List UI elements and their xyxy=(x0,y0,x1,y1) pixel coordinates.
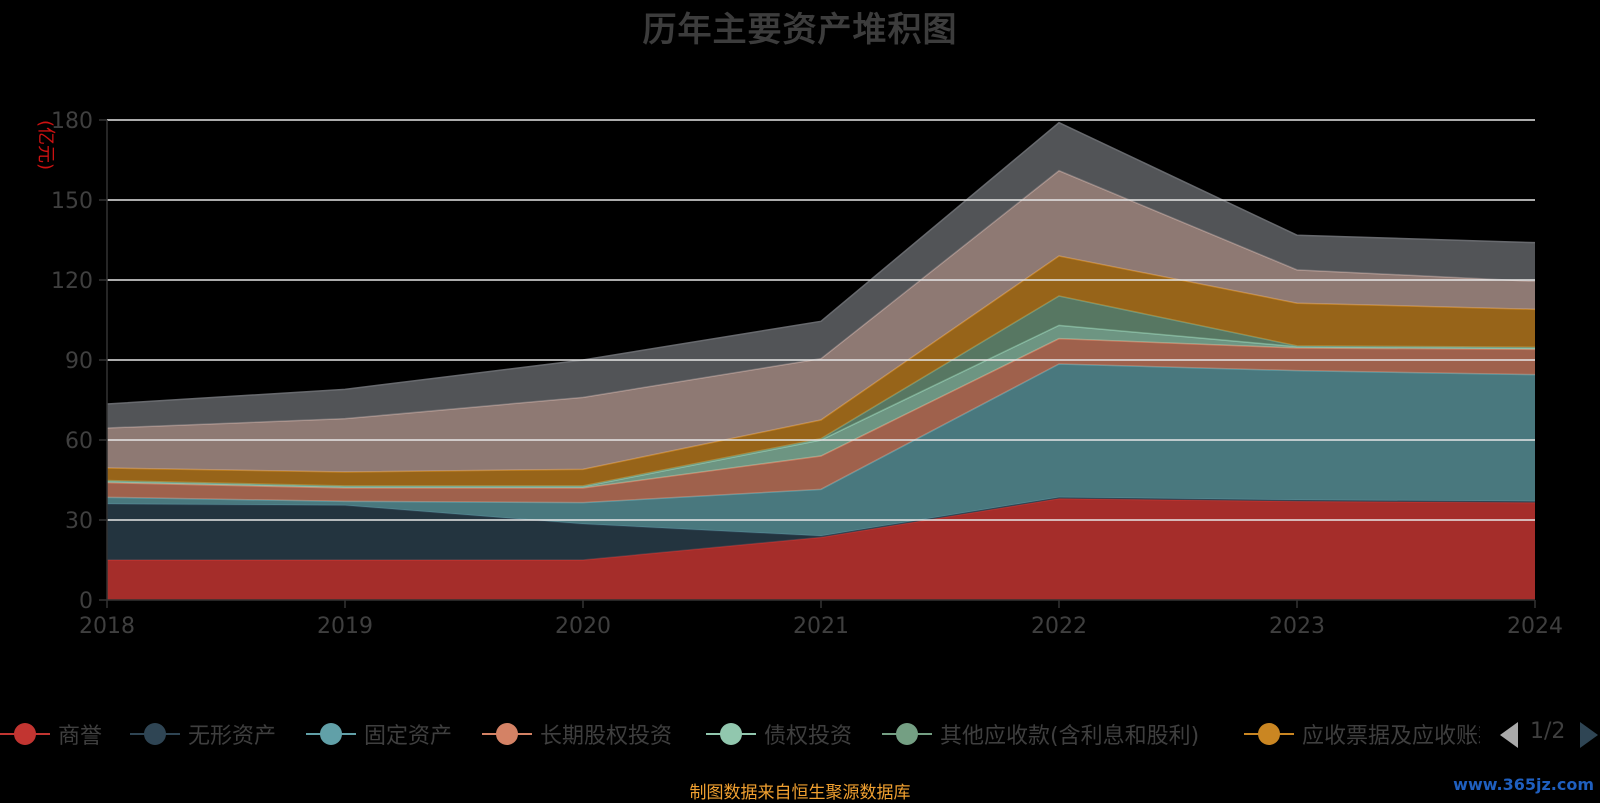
legend: 商誉 无形资产 固定资产 长期股权投资 债权投资 其他应收款(含利息和股利) 应收票据及应收… xyxy=(0,716,1600,752)
y-tick-label: 30 xyxy=(65,509,93,534)
y-tick-label: 0 xyxy=(79,589,93,614)
x-tick-label: 2019 xyxy=(317,614,373,639)
series-line-7 xyxy=(106,169,1536,429)
x-tick-label: 2018 xyxy=(79,614,135,639)
y-axis-label: (亿元) xyxy=(35,120,56,170)
legend-marker xyxy=(706,716,756,752)
y-tick-label: 120 xyxy=(51,269,93,294)
area-series-4 xyxy=(107,325,1535,488)
stacked-area-chart: 0 30 60 90 120 150 180 2018 2019 2020 2021 2022 2023… xyxy=(35,109,1563,639)
legend-marker xyxy=(306,716,356,752)
chart-title: 历年主要资产堆积图 xyxy=(642,10,958,50)
legend-items: 商誉 无形资产 固定资产 长期股权投资 债权投资 其他应收款(含利息和股利) 应收票据及应收… xyxy=(0,716,1480,752)
legend-label: 无形资产 xyxy=(188,724,277,749)
y-tick-label: 60 xyxy=(65,429,93,454)
series-line-5 xyxy=(106,295,1536,487)
area-series-6 xyxy=(107,256,1535,486)
legend-marker xyxy=(1244,716,1294,752)
legend-marker xyxy=(130,716,180,752)
legend-prev-page-button[interactable] xyxy=(1500,722,1518,748)
legend-item[interactable]: 无形资产 xyxy=(130,716,276,752)
area-series-0 xyxy=(107,498,1535,600)
legend-item[interactable]: 固定资产 xyxy=(306,716,452,752)
x-tick-label: 2024 xyxy=(1507,614,1563,639)
legend-label: 其他应收款(含利息和股利) xyxy=(940,724,1200,749)
legend-item[interactable]: 长期股权投资 xyxy=(482,716,672,752)
x-tick-label: 2023 xyxy=(1269,614,1325,639)
legend-marker xyxy=(0,716,50,752)
legend-item[interactable]: 商誉 xyxy=(0,716,102,752)
area-series-1 xyxy=(107,497,1535,560)
legend-label: 债权投资 xyxy=(764,724,853,749)
legend-page-indicator: 1/2 xyxy=(1530,719,1566,744)
watermark: www.365jz.com xyxy=(1453,775,1594,794)
source-note: 制图数据来自恒生聚源数据库 xyxy=(689,783,911,803)
area-series-8 xyxy=(107,122,1535,429)
area-series-2 xyxy=(107,364,1535,536)
y-tick-label: 90 xyxy=(65,349,93,374)
y-tick-label: 180 xyxy=(51,109,93,134)
legend-label: 应收票据及应收账款 xyxy=(1302,724,1480,749)
legend-next-page-button[interactable] xyxy=(1580,722,1598,748)
x-tick-label: 2022 xyxy=(1031,614,1087,639)
legend-marker xyxy=(482,716,532,752)
x-tick-label: 2020 xyxy=(555,614,611,639)
legend-marker xyxy=(882,716,932,752)
axes: 0 30 60 90 120 150 180 2018 2019 2020 2021 2022 2023… xyxy=(51,109,1563,639)
legend-label: 长期股权投资 xyxy=(540,724,673,749)
legend-item[interactable]: 债权投资 xyxy=(706,716,852,752)
area-series-group xyxy=(106,121,1536,600)
legend-item[interactable]: 应收票据及应收账款 xyxy=(1244,716,1480,752)
legend-label: 固定资产 xyxy=(364,724,453,749)
legend-item[interactable]: 其他应收款(含利息和股利) xyxy=(882,716,1199,752)
legend-label: 商誉 xyxy=(58,724,103,749)
grid-lines xyxy=(107,119,1535,521)
y-tick-label: 150 xyxy=(51,189,93,214)
x-tick-label: 2021 xyxy=(793,614,849,639)
series-line-8 xyxy=(106,121,1536,405)
area-series-7 xyxy=(107,170,1535,472)
